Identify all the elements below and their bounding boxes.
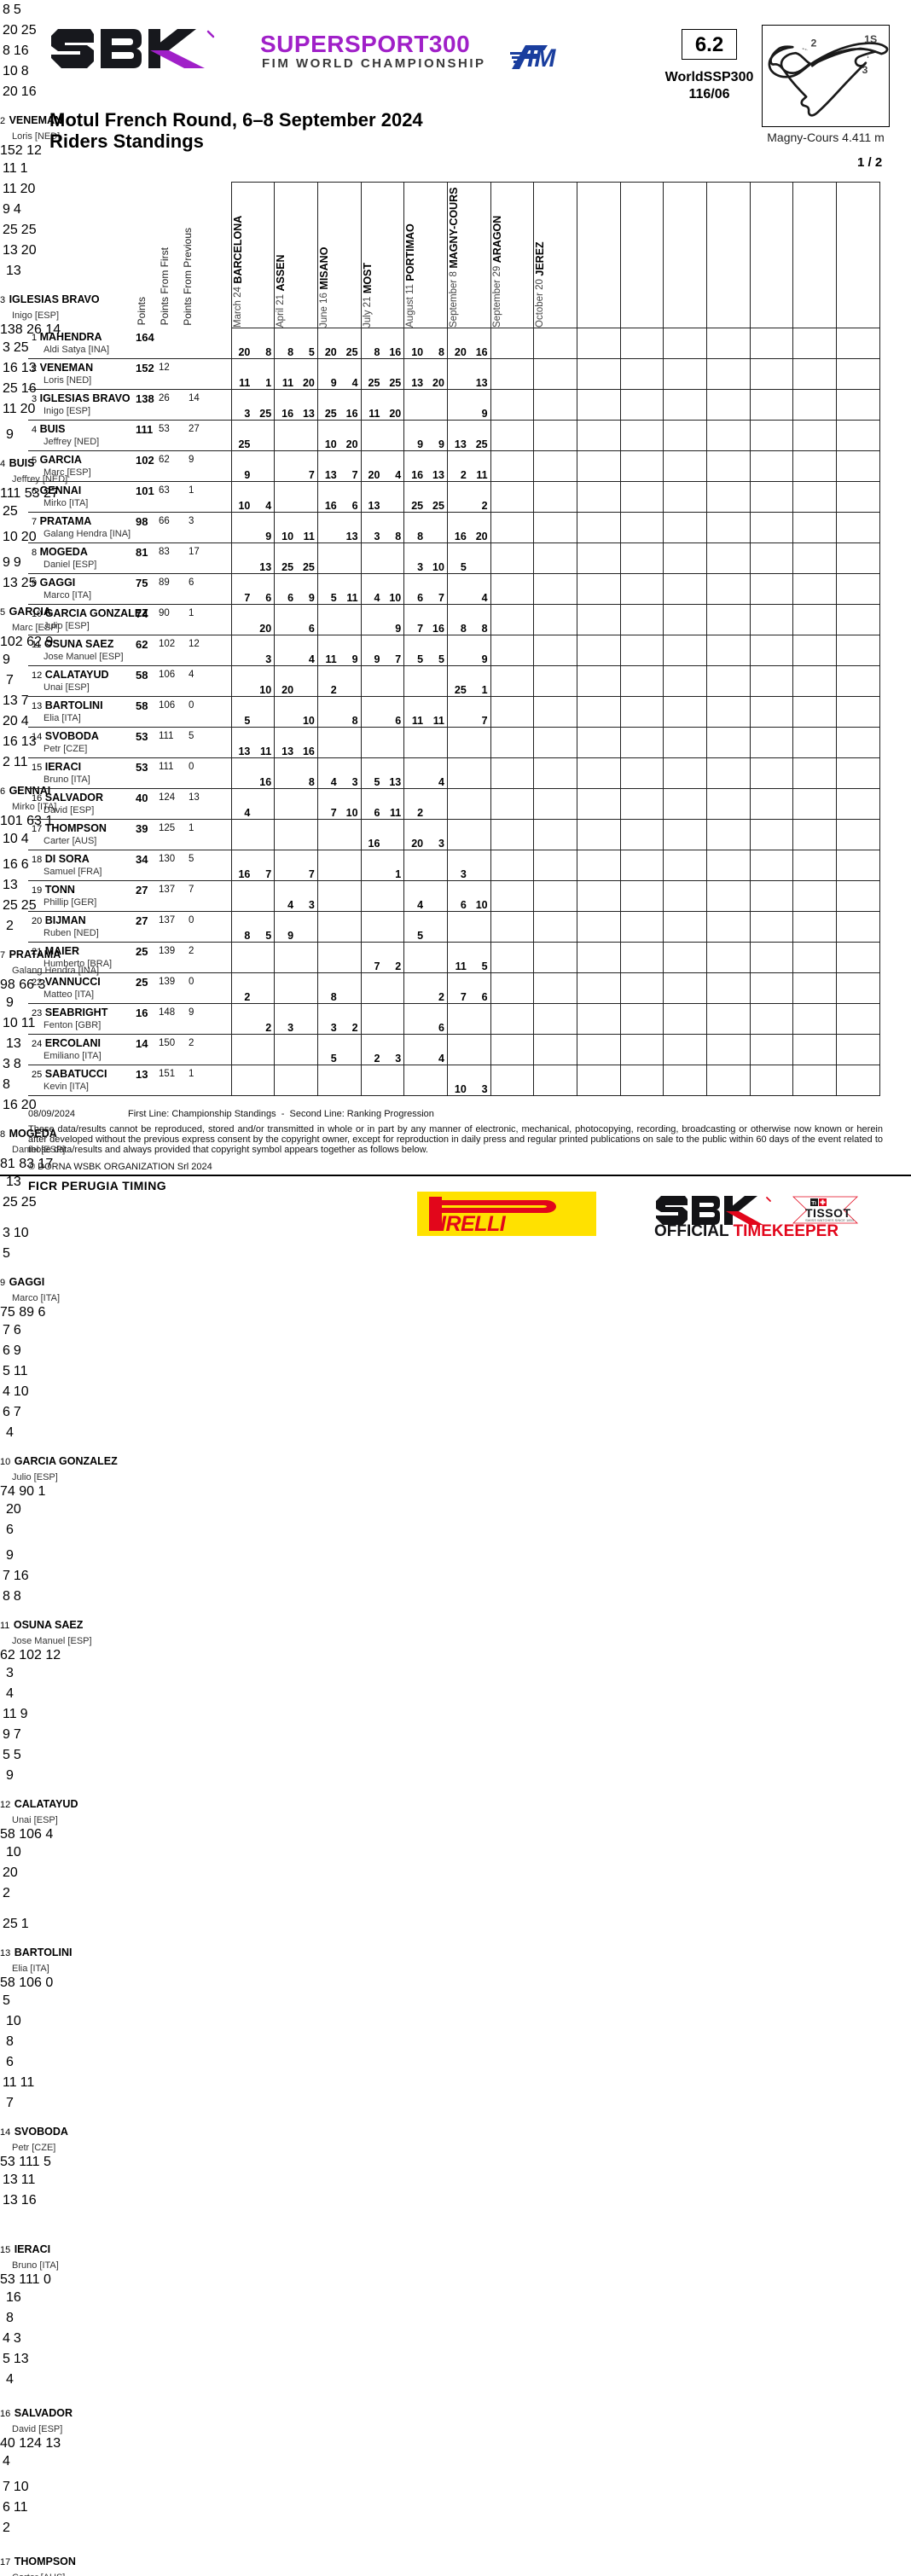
svg-text:IRELLI: IRELLI — [440, 1212, 507, 1236]
svg-text:3: 3 — [862, 64, 867, 76]
svg-text:OFFICIAL TIMEKEEPER: OFFICIAL TIMEKEEPER — [654, 1222, 838, 1239]
svg-text:1S: 1S — [864, 33, 877, 45]
svg-text:2: 2 — [810, 37, 816, 49]
